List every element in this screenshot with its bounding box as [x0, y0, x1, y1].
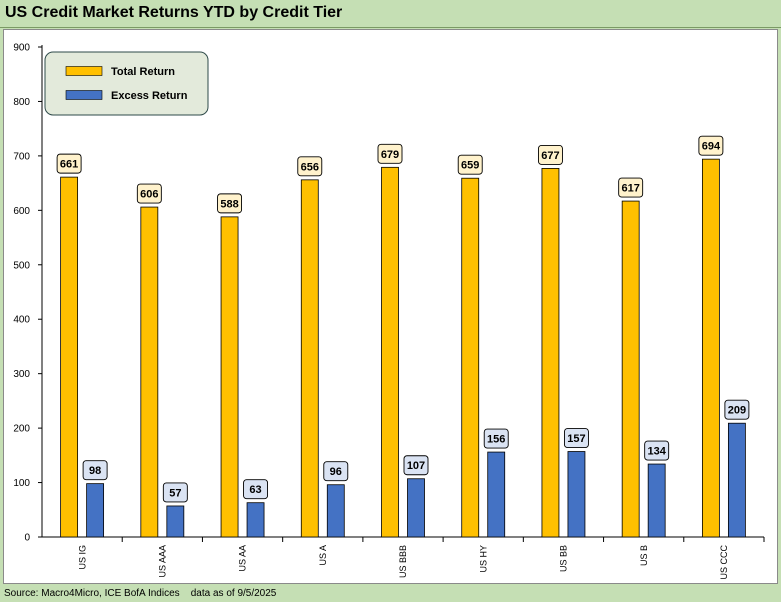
data-label-box: [644, 440, 670, 461]
data-label-box: [217, 193, 243, 214]
excess-return-bar: [86, 483, 105, 538]
excess-return-bar: [246, 502, 265, 538]
total-return-bar: [541, 168, 560, 538]
data-label-box: [618, 177, 644, 198]
excess-return-value: 156: [487, 434, 505, 446]
source-note: Source: Macro4Micro, ICE BofA Indices da…: [4, 588, 277, 599]
legend-swatch: [65, 90, 103, 100]
x-tick-label: US AAA: [157, 545, 167, 578]
bar-chart: 0 100 200 300 400 500 600 700 800 900 US IG 661 98 US…: [13, 43, 765, 580]
total-return-bar: [140, 206, 159, 538]
data-label-box: [377, 143, 403, 164]
total-return-bar: [461, 177, 480, 538]
data-label-box: [403, 455, 429, 476]
total-return-bar: [60, 176, 79, 538]
x-tick-label: US CCC: [719, 545, 729, 580]
data-label-box: [243, 479, 269, 500]
excess-return-value: 157: [567, 433, 585, 445]
total-return-value: 656: [301, 161, 319, 173]
x-tick-label: US HY: [478, 545, 488, 573]
data-label-box: [483, 428, 509, 449]
excess-return-bar: [407, 478, 425, 538]
data-label-box: [698, 135, 724, 156]
total-return-value: 606: [140, 189, 158, 201]
y-tick-label: 600: [13, 206, 30, 217]
y-tick-label: 100: [13, 478, 30, 489]
excess-return-bar: [647, 463, 666, 538]
total-return-value: 659: [461, 160, 479, 172]
legend-label: Excess Return: [111, 90, 188, 102]
excess-return-bar: [166, 505, 185, 538]
y-tick-label: 900: [13, 43, 30, 54]
total-return-value: 661: [60, 159, 78, 171]
excess-return-bar: [326, 484, 345, 538]
total-return-bar: [220, 216, 239, 538]
legend-box: [44, 51, 209, 116]
x-tick-label: US BBB: [398, 545, 408, 578]
excess-return-value: 96: [330, 466, 342, 478]
excess-return-value: 134: [647, 446, 666, 458]
total-return-value: 694: [702, 141, 721, 153]
data-label-box: [537, 144, 563, 165]
total-return-value: 679: [381, 149, 399, 161]
data-label-box: [323, 461, 349, 482]
excess-return-value: 63: [249, 484, 261, 496]
x-tick-label: US AA: [238, 545, 248, 572]
total-return-value: 677: [541, 150, 559, 162]
total-return-bar: [621, 200, 640, 538]
excess-return-bar: [567, 451, 586, 538]
x-tick-label: US B: [639, 545, 649, 566]
total-return-bar: [701, 158, 720, 538]
y-tick-label: 200: [13, 424, 30, 435]
total-return-value: 617: [621, 183, 639, 195]
chart-area: 0 100 200 300 400 500 600 700 800 900 US IG 661 98 US…: [3, 29, 778, 584]
data-label-box: [724, 399, 750, 420]
legend-swatch: [65, 66, 103, 76]
title-bar: US Credit Market Returns YTD by Credit T…: [0, 0, 781, 28]
data-label-box: [56, 153, 82, 174]
y-tick-label: 500: [13, 260, 30, 271]
excess-return-bar: [727, 422, 746, 538]
data-label-box: [457, 154, 483, 175]
chart-title: US Credit Market Returns YTD by Credit T…: [5, 4, 343, 21]
excess-return-value: 98: [89, 465, 101, 477]
legend-label: Total Return: [111, 66, 175, 78]
total-return-bar: [300, 179, 319, 538]
y-tick-label: 400: [13, 315, 30, 326]
y-tick-label: 800: [13, 97, 30, 108]
x-tick-label: US BB: [559, 545, 569, 572]
total-return-value: 588: [220, 198, 238, 210]
y-tick-label: 0: [24, 533, 30, 544]
y-tick-label: 300: [13, 369, 30, 380]
data-label-box: [563, 428, 589, 448]
total-return-bar: [381, 166, 399, 538]
excess-return-value: 107: [407, 460, 425, 472]
data-label-box: [136, 183, 162, 204]
data-label-box: [82, 460, 108, 481]
excess-return-value: 57: [169, 487, 181, 499]
y-tick-label: 700: [13, 151, 30, 162]
x-tick-label: US IG: [77, 545, 87, 570]
data-label-box: [297, 156, 323, 177]
excess-return-bar: [487, 451, 506, 538]
data-label-box: [162, 482, 188, 503]
x-tick-label: US A: [318, 545, 328, 566]
excess-return-value: 209: [728, 405, 746, 417]
